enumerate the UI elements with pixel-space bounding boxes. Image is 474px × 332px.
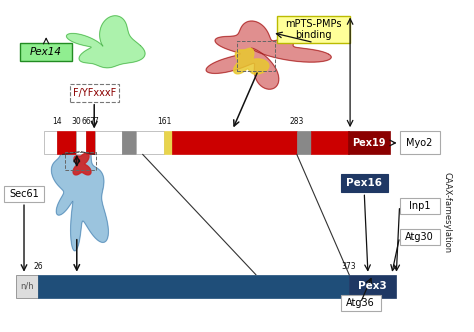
Text: 66: 66 [82, 117, 91, 125]
Text: Pex3: Pex3 [358, 281, 387, 291]
Bar [95, 131, 122, 154]
Bar [164, 131, 172, 154]
Text: Inp1: Inp1 [409, 201, 430, 211]
Bar [57, 131, 76, 154]
Bar [400, 131, 439, 154]
Polygon shape [234, 48, 269, 74]
Bar [16, 275, 38, 298]
Bar [86, 131, 95, 154]
Bar [349, 275, 396, 298]
Text: 373: 373 [342, 262, 356, 271]
Text: F/YFxxxF: F/YFxxxF [73, 88, 116, 98]
Text: Atg36: Atg36 [346, 298, 375, 308]
Text: 14: 14 [52, 117, 62, 125]
Bar [297, 131, 311, 154]
Bar [70, 84, 119, 102]
Bar [38, 275, 349, 298]
Bar [277, 16, 350, 42]
Text: Pex16: Pex16 [346, 178, 382, 188]
Text: Sec61: Sec61 [9, 189, 39, 199]
Text: 26: 26 [33, 262, 43, 271]
Bar [237, 41, 275, 70]
Polygon shape [73, 153, 91, 175]
Bar [400, 229, 439, 245]
Bar [400, 198, 439, 214]
Bar [20, 42, 72, 61]
Polygon shape [66, 16, 145, 68]
Polygon shape [52, 136, 109, 251]
Bar [172, 131, 297, 154]
Text: n/h: n/h [20, 282, 34, 291]
Bar [44, 131, 57, 154]
Text: 30: 30 [71, 117, 81, 125]
Bar [311, 131, 349, 154]
Text: mPTS-PMPs
binding: mPTS-PMPs binding [285, 19, 342, 40]
Text: CAAX-farnesylation: CAAX-farnesylation [442, 172, 451, 253]
Bar [65, 152, 96, 170]
Bar [76, 131, 86, 154]
Bar [341, 295, 381, 311]
Bar [136, 131, 164, 154]
Text: Pex19: Pex19 [352, 138, 386, 148]
Bar [341, 174, 388, 192]
Text: 161: 161 [157, 117, 172, 125]
Bar [4, 186, 44, 202]
Text: 77: 77 [90, 117, 100, 125]
Text: Myo2: Myo2 [406, 138, 433, 148]
Text: Atg30: Atg30 [405, 232, 434, 242]
Polygon shape [206, 21, 331, 89]
Bar [348, 131, 390, 154]
Text: 283: 283 [290, 117, 304, 125]
Text: Pex14: Pex14 [30, 46, 62, 56]
Bar [122, 131, 136, 154]
